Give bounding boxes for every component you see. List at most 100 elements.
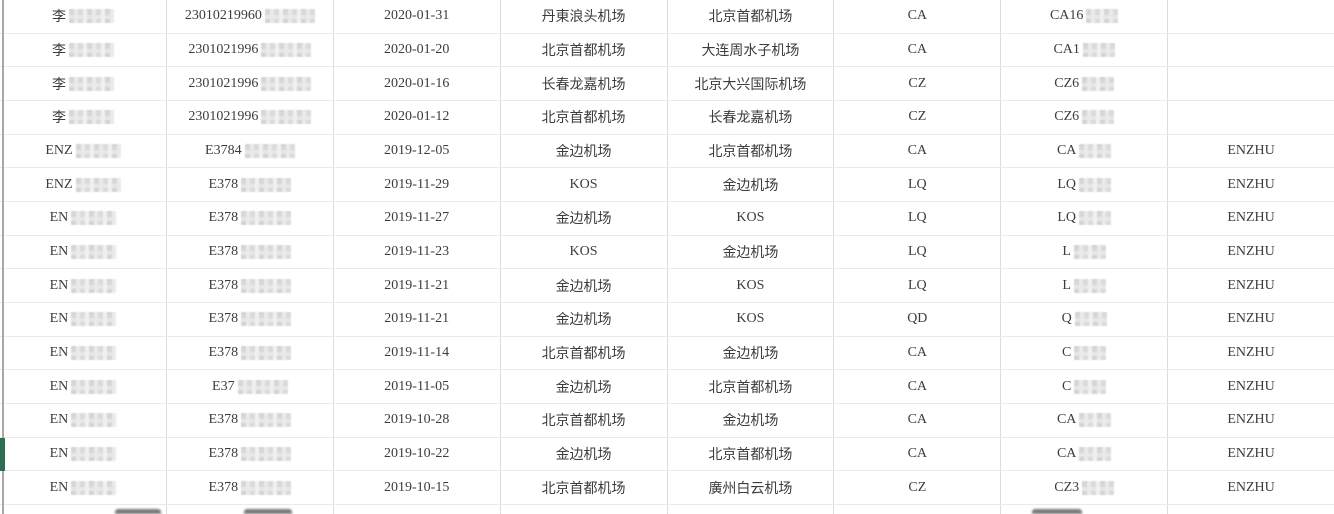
cell-name[interactable]: EN <box>0 370 167 403</box>
cell-departure[interactable]: 北京首都机场 <box>501 471 668 504</box>
cell-flight[interactable]: CA <box>1001 134 1169 168</box>
cell-departure[interactable]: 北京首都机场 <box>501 100 668 134</box>
cell-name[interactable]: EN <box>0 302 167 336</box>
cell-name[interactable]: EN <box>0 336 167 370</box>
cell-id[interactable]: E378 <box>167 302 334 336</box>
cell-departure[interactable]: 金边机场 <box>501 437 668 471</box>
cell-departure[interactable]: 丹東浪头机场 <box>501 0 668 33</box>
cell-remark[interactable]: ENZHU <box>1168 370 1334 403</box>
cell-id[interactable]: E378 <box>167 403 334 437</box>
cell-name[interactable]: EN <box>0 471 167 504</box>
cell-departure[interactable]: KOS <box>501 168 668 201</box>
cell-flight[interactable]: CA <box>1001 403 1169 437</box>
cell-arrival[interactable]: KOS <box>668 269 835 302</box>
cell-id[interactable]: 2301021996 <box>167 33 334 67</box>
cell-airline[interactable]: CZ <box>834 67 1002 100</box>
cell-date[interactable]: 2019-10-15 <box>334 471 501 504</box>
cell-name[interactable]: EN <box>0 269 167 302</box>
cell-arrival[interactable]: 北京首都机场 <box>668 437 835 471</box>
cell-name[interactable]: 李 <box>0 67 167 100</box>
cell-name[interactable]: 李 <box>0 0 167 33</box>
cell-airline[interactable]: CA <box>834 336 1002 370</box>
cell-arrival[interactable]: 金边机场 <box>668 336 835 370</box>
cell-remark[interactable]: ENZHU <box>1168 404 1334 437</box>
cell-date[interactable]: 2019-11-23 <box>334 235 501 269</box>
cell-date[interactable]: 2019-11-27 <box>334 201 501 235</box>
cell-airline[interactable]: CZ <box>834 100 1002 134</box>
cell-airline[interactable]: CA <box>834 403 1002 437</box>
cell-departure[interactable]: 北京首都机场 <box>501 336 668 370</box>
cell-flight[interactable]: CZ3 <box>1001 471 1169 504</box>
cell-date[interactable]: 2019-11-21 <box>334 302 501 336</box>
cell-remark[interactable]: ENZHU <box>1168 202 1334 235</box>
cell-remark[interactable] <box>1168 101 1334 134</box>
cell-name[interactable]: EN <box>0 437 167 471</box>
cell-id[interactable]: 2301021996 <box>167 67 334 100</box>
cell-date[interactable]: 2019-10-22 <box>334 437 501 471</box>
cell-departure[interactable]: 金边机场 <box>501 201 668 235</box>
cell-date[interactable] <box>334 504 501 514</box>
cell-remark[interactable]: ENZHU <box>1168 168 1334 201</box>
cell-id[interactable]: E378 <box>167 269 334 302</box>
cell-remark[interactable] <box>1168 34 1334 67</box>
cell-date[interactable]: 2020-01-12 <box>334 100 501 134</box>
cell-name[interactable]: EN <box>0 201 167 235</box>
cell-airline[interactable]: CA <box>834 0 1002 33</box>
cell-arrival[interactable] <box>668 504 835 514</box>
cell-remark[interactable]: ENZHU <box>1168 135 1334 168</box>
cell-arrival[interactable]: 大连周水子机场 <box>668 33 835 67</box>
cell-id[interactable]: E378 <box>167 201 334 235</box>
cell-remark[interactable]: ENZHU <box>1168 269 1334 302</box>
cell-remark[interactable]: ENZHU <box>1168 236 1334 269</box>
cell-remark[interactable]: ENZHU <box>1168 337 1334 370</box>
cell-airline[interactable]: CA <box>834 33 1002 67</box>
cell-flight[interactable]: CA1 <box>1001 33 1169 67</box>
cell-arrival[interactable]: 长春龙嘉机场 <box>668 100 835 134</box>
cell-departure[interactable]: 金边机场 <box>501 269 668 302</box>
cell-airline[interactable]: LQ <box>834 269 1002 302</box>
cell-arrival[interactable]: 廣州白云机场 <box>668 471 835 504</box>
cell-arrival[interactable]: KOS <box>668 201 835 235</box>
cell-airline[interactable] <box>834 504 1002 514</box>
cell-id[interactable]: 2301021996 <box>167 100 334 134</box>
cell-departure[interactable]: 金边机场 <box>501 302 668 336</box>
cell-departure[interactable]: 北京首都机场 <box>501 403 668 437</box>
cell-date[interactable]: 2019-11-14 <box>334 336 501 370</box>
cell-name[interactable]: 李 <box>0 100 167 134</box>
cell-arrival[interactable]: KOS <box>668 302 835 336</box>
cell-date[interactable]: 2019-12-05 <box>334 134 501 168</box>
cell-remark[interactable]: ENZHU <box>1168 438 1334 471</box>
cell-arrival[interactable]: 金边机场 <box>668 403 835 437</box>
cell-flight[interactable]: Q <box>1001 302 1169 336</box>
cell-departure[interactable]: 长春龙嘉机场 <box>501 67 668 100</box>
cell-flight[interactable]: LQ <box>1001 201 1169 235</box>
cell-date[interactable]: 2020-01-31 <box>334 0 501 33</box>
cell-date[interactable]: 2019-11-21 <box>334 269 501 302</box>
cell-flight[interactable]: CA16 <box>1001 0 1169 33</box>
cell-airline[interactable]: CA <box>834 437 1002 471</box>
cell-departure[interactable]: 金边机场 <box>501 134 668 168</box>
cell-airline[interactable]: CZ <box>834 471 1002 504</box>
cell-flight[interactable]: CZ6 <box>1001 100 1169 134</box>
cell-airline[interactable]: CA <box>834 370 1002 403</box>
cell-id[interactable]: E3784 <box>167 134 334 168</box>
cell-flight[interactable]: CZ6 <box>1001 67 1169 100</box>
cell-date[interactable]: 2020-01-16 <box>334 67 501 100</box>
cell-arrival[interactable]: 北京大兴国际机场 <box>668 67 835 100</box>
cell-airline[interactable]: LQ <box>834 235 1002 269</box>
cell-arrival[interactable]: 北京首都机场 <box>668 370 835 403</box>
cell-id[interactable]: E378 <box>167 235 334 269</box>
cell-flight[interactable]: L <box>1001 269 1169 302</box>
cell-name[interactable]: 李 <box>0 33 167 67</box>
cell-date[interactable]: 2019-10-28 <box>334 403 501 437</box>
cell-name[interactable]: ENZ <box>0 168 167 201</box>
cell-id[interactable] <box>167 504 334 514</box>
cell-flight[interactable]: C <box>1001 336 1169 370</box>
cell-airline[interactable]: QD <box>834 302 1002 336</box>
cell-departure[interactable]: 北京首都机场 <box>501 33 668 67</box>
cell-departure[interactable]: 金边机场 <box>501 370 668 403</box>
cell-remark[interactable]: ENZHU <box>1168 471 1334 504</box>
cell-date[interactable]: 2019-11-05 <box>334 370 501 403</box>
cell-id[interactable]: E378 <box>167 336 334 370</box>
cell-flight[interactable]: LQ <box>1001 168 1169 201</box>
